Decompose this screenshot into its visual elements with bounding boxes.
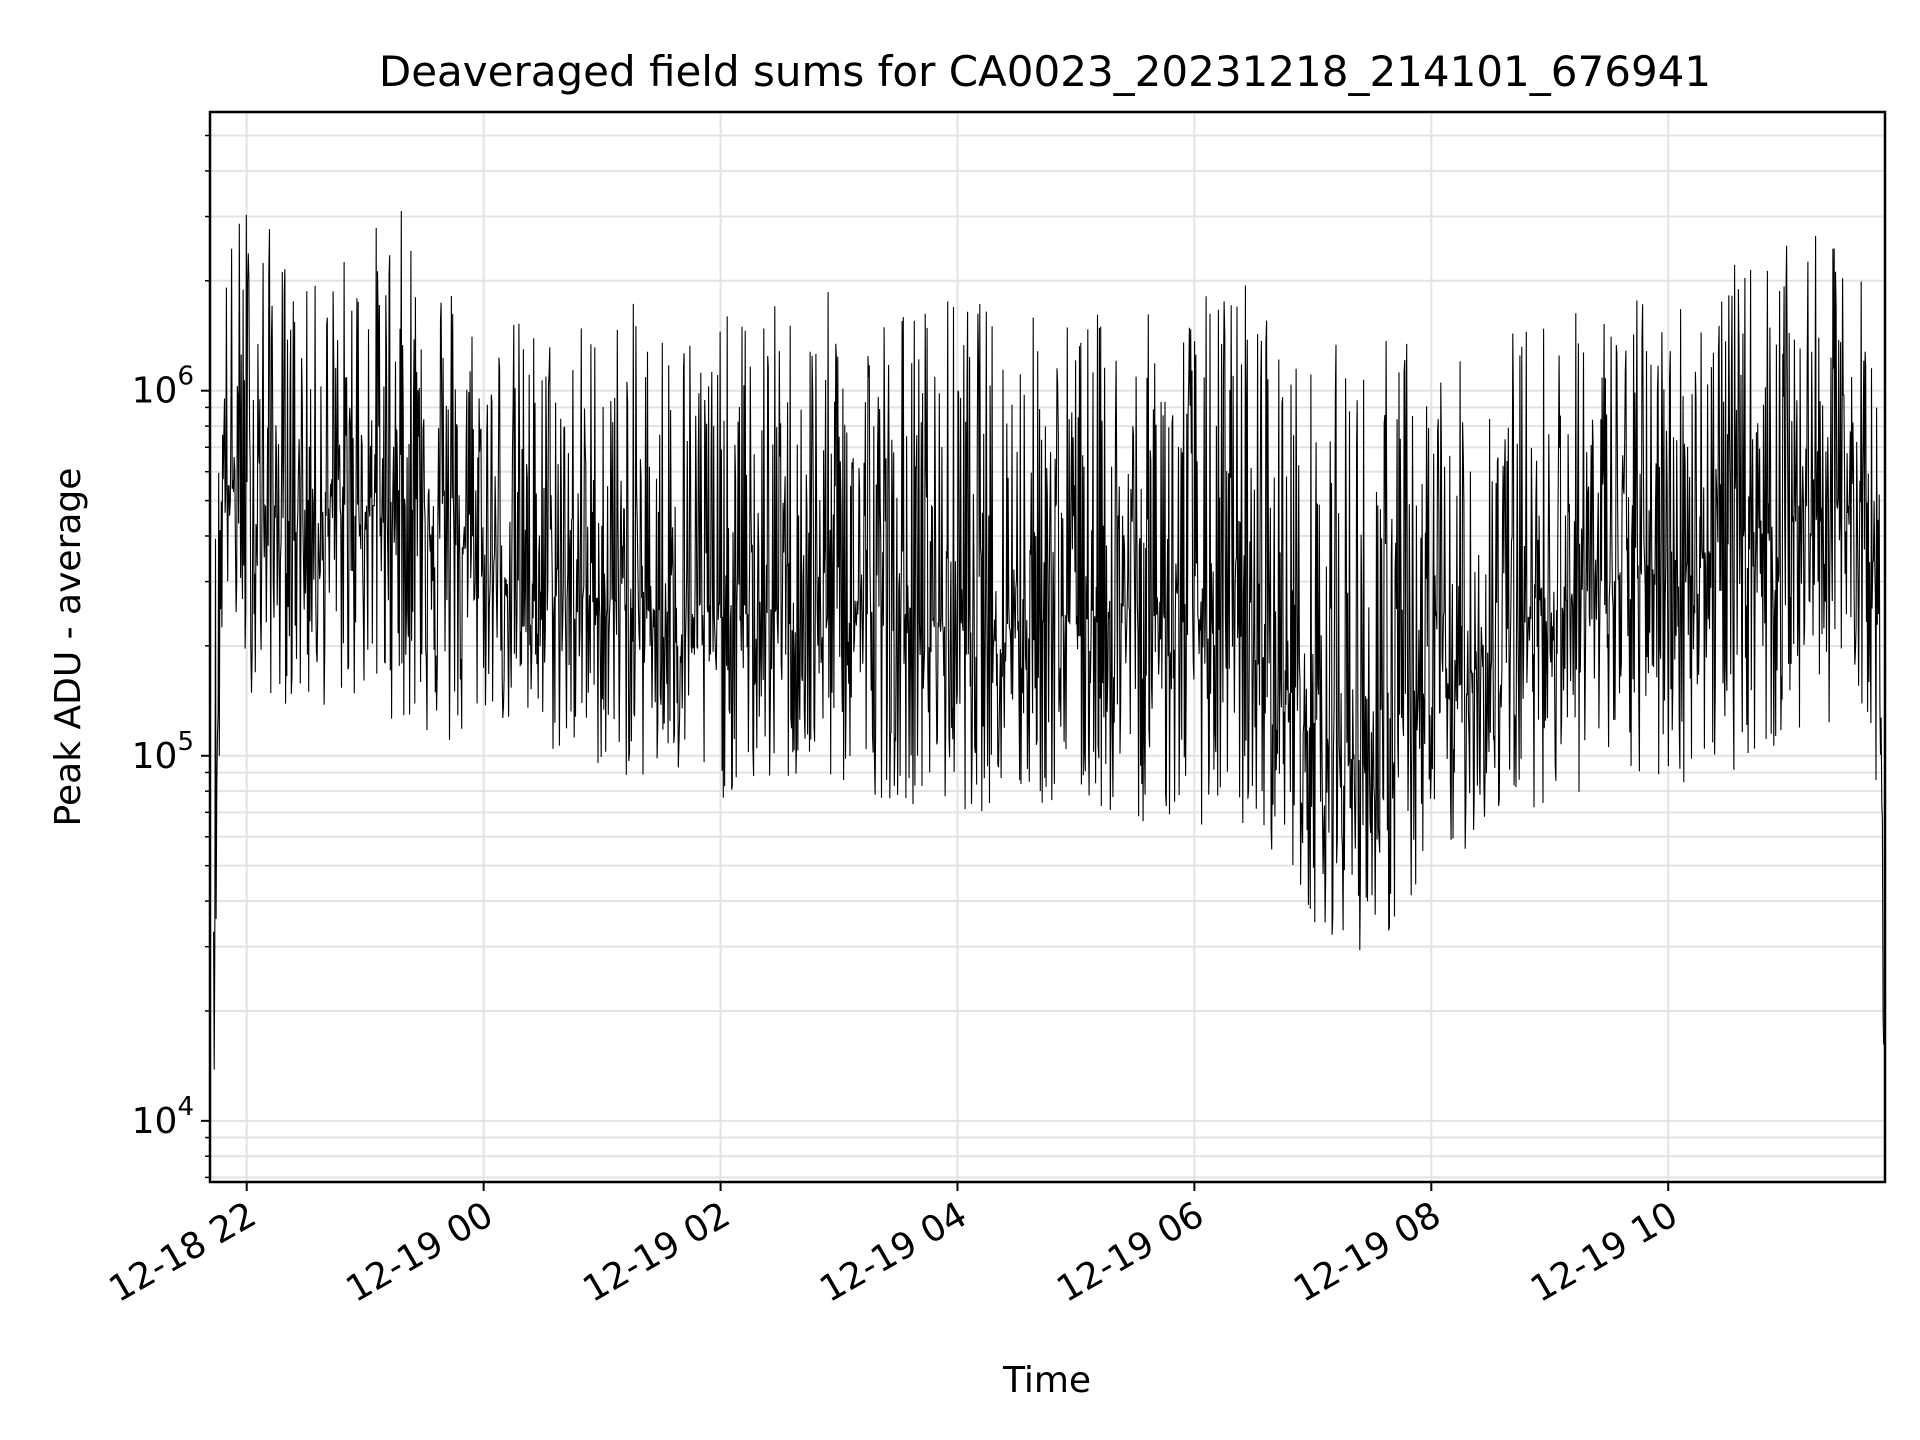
chart-title: Deaveraged field sums for CA0023_2023121… <box>379 47 1711 96</box>
plot-frame <box>208 110 1887 1184</box>
series-line <box>213 210 1886 1100</box>
series-layer <box>213 210 1886 1100</box>
y-axis-label: Peak ADU - average <box>48 468 89 827</box>
x-axis-label: Time <box>1002 1360 1091 1401</box>
y-tick-exponent: 4 <box>177 1092 194 1122</box>
y-tick-exponent: 5 <box>177 727 194 757</box>
y-tick-exponent: 6 <box>177 362 194 392</box>
